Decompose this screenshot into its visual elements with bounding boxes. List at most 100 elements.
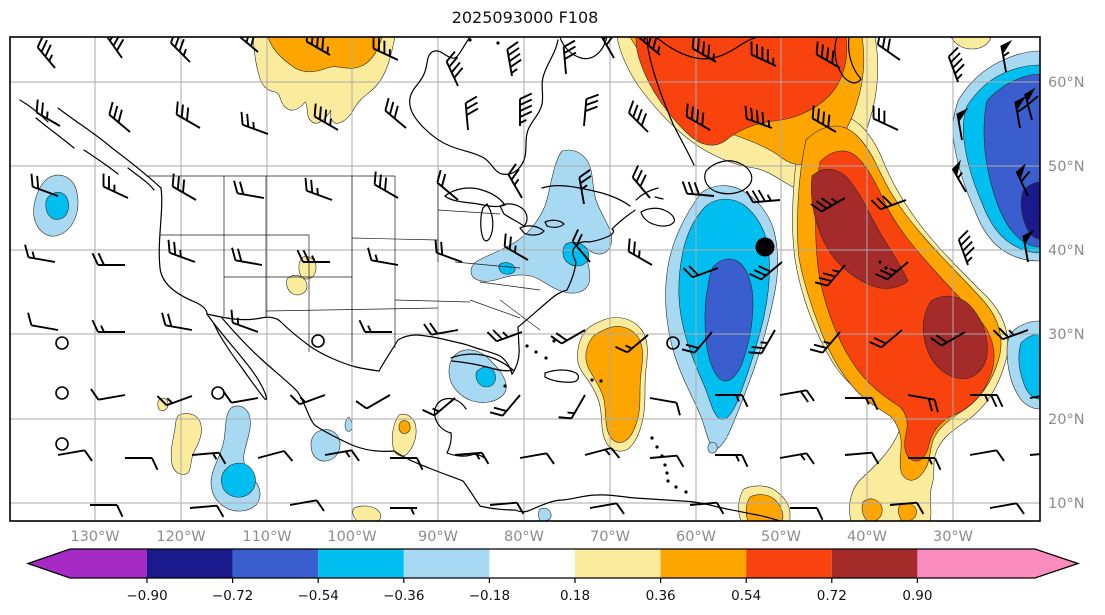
coastline: [640, 207, 676, 227]
barb-full: [423, 323, 433, 336]
wind-barb: [578, 169, 592, 205]
barb-full: [416, 457, 424, 471]
coastline: [834, 37, 862, 84]
barb-shaft: [373, 47, 399, 61]
anomaly-region-mex-blue-c1: [310, 429, 341, 462]
colorbar-tick-label: −0.18: [469, 588, 510, 604]
island-dot: [503, 384, 507, 388]
barb-full: [481, 452, 490, 465]
barb-full: [631, 165, 639, 178]
coastline: [35, 117, 75, 149]
barb-shaft: [1002, 329, 1029, 341]
barb-shaft: [299, 394, 326, 406]
wind-barb: [223, 391, 259, 404]
coastline: [127, 167, 155, 191]
barb-half: [799, 453, 806, 461]
coastline: [206, 313, 380, 372]
wind-barb: [102, 173, 129, 199]
wind-barb: [24, 244, 56, 263]
barb-shaft: [519, 452, 547, 459]
barb-shaft: [760, 261, 783, 281]
wind-barb: [289, 394, 326, 406]
barb-full: [174, 37, 180, 48]
barb-full: [151, 457, 159, 471]
barb-shaft: [628, 250, 653, 266]
barb-full: [745, 190, 754, 203]
barb-full: [519, 104, 533, 112]
island-dot: [665, 471, 669, 475]
barb-full: [681, 181, 688, 194]
colorbar-tick-label: −0.90: [126, 588, 167, 604]
wind-barb: [947, 46, 965, 83]
barb-full: [575, 233, 583, 247]
barb-shaft: [489, 501, 517, 506]
barb-full: [176, 176, 180, 190]
coastline: [519, 225, 545, 236]
wind-barb: [240, 111, 269, 135]
anomaly-region-mex-yellow-d: [391, 413, 417, 457]
barb-half: [374, 254, 379, 262]
calm-wind-circle: [211, 386, 225, 400]
barb-half: [832, 269, 840, 273]
wind-barb: [489, 501, 525, 515]
barb-full: [289, 394, 301, 405]
barb-full: [393, 105, 399, 119]
barb-full: [230, 309, 234, 323]
wind-barbs: [24, 37, 1058, 521]
barb-full: [820, 44, 824, 58]
barb-shaft: [506, 49, 513, 77]
lon-tick-label: 40°W: [847, 529, 887, 545]
wind-barb: [970, 394, 1004, 408]
wind-barb: [562, 39, 577, 75]
state-border: [499, 299, 541, 331]
barb-full: [516, 502, 525, 515]
barb-full: [632, 104, 639, 118]
barb-full: [182, 179, 186, 193]
anomaly-region-rightedge-small-c2: [1018, 333, 1040, 400]
barb-half: [316, 187, 319, 195]
barb-full: [24, 244, 30, 258]
barb-full: [250, 37, 255, 47]
barb-full: [83, 449, 93, 462]
barb-full: [1020, 170, 1031, 183]
coastline: [704, 160, 753, 195]
wind-barb: [367, 247, 399, 266]
barb-full: [465, 95, 478, 104]
barb-full: [506, 41, 519, 51]
wind-barb: [600, 37, 615, 59]
barb-full: [445, 50, 456, 63]
barb-half: [656, 46, 661, 54]
barb-shaft: [231, 397, 259, 404]
barb-full: [321, 37, 325, 51]
barb-full: [578, 169, 591, 179]
barb-shaft: [98, 394, 126, 401]
barb-full: [741, 454, 749, 468]
wind-barb: [930, 331, 966, 347]
colorbar-segment: [403, 549, 490, 578]
barb-full: [615, 346, 628, 354]
calm-wind-circle: [55, 386, 69, 400]
barb-half: [212, 452, 218, 460]
barb-full: [1016, 104, 1029, 114]
lat-tick-label: 40°N: [1048, 243, 1085, 259]
wind-barb: [1015, 163, 1031, 197]
barb-full: [820, 197, 833, 207]
colorbar-segment: [575, 549, 661, 578]
wind-barb: [550, 329, 586, 345]
barb-full: [422, 409, 435, 417]
anomaly-region-mex-yellow-speck: [157, 397, 169, 411]
barb-full: [749, 273, 762, 281]
wind-barb: [779, 389, 815, 403]
anomaly-region-pacific-c2: [45, 191, 69, 220]
wind-barb: [969, 449, 1005, 462]
barb-full: [642, 37, 647, 42]
barb-full: [934, 457, 942, 471]
barb-shaft: [36, 111, 61, 127]
barb-full: [545, 452, 555, 465]
barb-shaft: [589, 502, 617, 509]
barb-pennant: [957, 107, 969, 123]
barb-full: [440, 241, 444, 255]
barb-full: [1051, 394, 1058, 405]
barb-shaft: [496, 331, 523, 343]
barb-full: [167, 239, 171, 253]
